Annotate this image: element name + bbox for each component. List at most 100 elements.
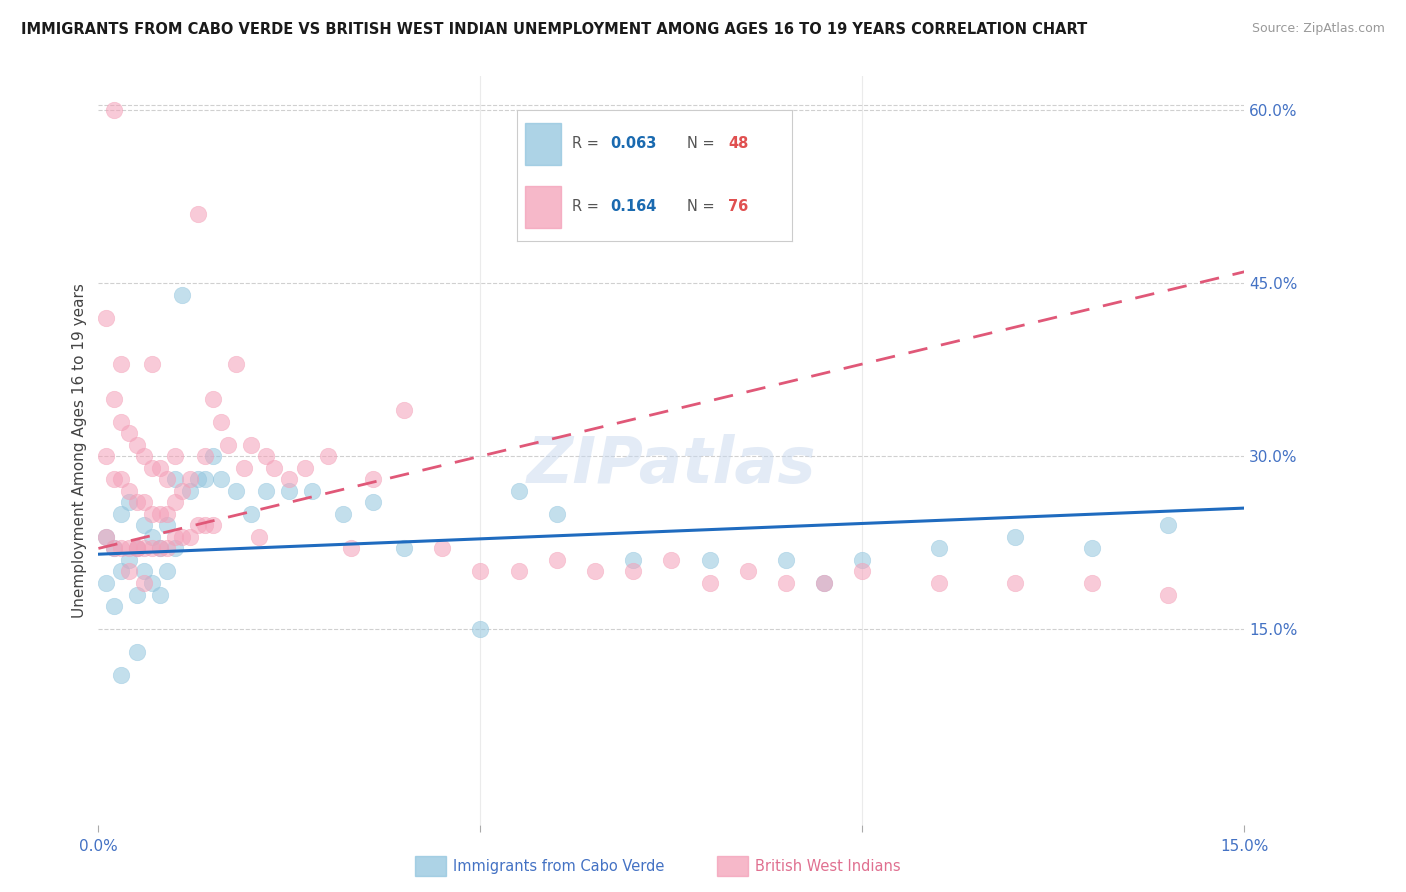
Point (172, 530, 194, 544)
Text: Immigrants from Cabo Verde: Immigrants from Cabo Verde (453, 859, 664, 873)
Point (118, 426, 141, 441)
Point (209, 415, 232, 429)
Point (103, 541, 125, 556)
Point (240, 438, 263, 452)
Point (118, 553, 141, 567)
Point (546, 507, 568, 521)
Point (430, 541, 453, 556)
Point (103, 541, 125, 556)
Point (156, 507, 179, 521)
Point (194, 449, 217, 463)
Point (134, 518, 156, 533)
Point (179, 472, 201, 486)
Point (621, 553, 644, 567)
Point (134, 495, 156, 509)
Point (232, 460, 254, 475)
Point (316, 449, 339, 463)
Point (103, 472, 125, 486)
Point (163, 530, 186, 544)
Point (851, 553, 873, 567)
Point (103, 599, 125, 613)
Point (202, 449, 225, 463)
Point (775, 576, 797, 591)
Point (141, 576, 163, 591)
Point (301, 483, 323, 498)
Point (94, 530, 117, 544)
Point (125, 495, 148, 509)
Point (187, 472, 209, 486)
Point (339, 541, 361, 556)
Point (775, 553, 797, 567)
Point (278, 483, 301, 498)
Point (141, 530, 163, 544)
Point (1004, 576, 1026, 591)
Point (813, 576, 835, 591)
Point (737, 565, 759, 579)
Point (125, 645, 148, 659)
Text: IMMIGRANTS FROM CABO VERDE VS BRITISH WEST INDIAN UNEMPLOYMENT AMONG AGES 16 TO : IMMIGRANTS FROM CABO VERDE VS BRITISH WE… (21, 22, 1087, 37)
Point (125, 438, 148, 452)
Point (546, 553, 568, 567)
Point (1157, 588, 1180, 602)
Point (103, 392, 125, 406)
Point (148, 541, 170, 556)
Point (141, 460, 163, 475)
Point (851, 565, 873, 579)
Point (94, 530, 117, 544)
Point (134, 541, 156, 556)
Point (202, 392, 225, 406)
Point (148, 588, 170, 602)
Point (470, 565, 492, 579)
Point (179, 483, 201, 498)
Point (134, 449, 156, 463)
Point (156, 565, 179, 579)
Point (163, 495, 186, 509)
Point (699, 553, 721, 567)
Point (163, 472, 186, 486)
Point (148, 507, 170, 521)
Point (148, 541, 170, 556)
Point (94, 576, 117, 591)
Point (134, 565, 156, 579)
Point (118, 483, 141, 498)
Point (141, 541, 163, 556)
Point (118, 541, 141, 556)
Point (141, 507, 163, 521)
Point (583, 565, 606, 579)
Point (179, 530, 201, 544)
Point (110, 668, 132, 682)
Point (125, 541, 148, 556)
Point (699, 576, 721, 591)
Point (240, 507, 263, 521)
Text: Source: ZipAtlas.com: Source: ZipAtlas.com (1251, 22, 1385, 36)
Point (278, 472, 301, 486)
Point (247, 530, 270, 544)
Point (103, 103, 125, 118)
Text: ZIPatlas: ZIPatlas (527, 434, 815, 497)
Point (134, 576, 156, 591)
Point (470, 622, 492, 636)
Point (1004, 530, 1026, 544)
Point (94, 449, 117, 463)
Point (118, 495, 141, 509)
Point (928, 541, 950, 556)
Point (332, 507, 354, 521)
Point (110, 415, 132, 429)
Point (225, 483, 247, 498)
Point (263, 460, 285, 475)
Point (392, 541, 415, 556)
Point (661, 553, 683, 567)
Point (94, 310, 117, 325)
Point (187, 207, 209, 221)
Point (1080, 541, 1102, 556)
Point (125, 588, 148, 602)
Point (110, 472, 132, 486)
Point (194, 472, 217, 486)
Point (508, 565, 530, 579)
Y-axis label: Unemployment Among Ages 16 to 19 years: Unemployment Among Ages 16 to 19 years (72, 283, 87, 618)
Point (118, 565, 141, 579)
Text: British West Indians: British West Indians (755, 859, 901, 873)
Point (110, 357, 132, 371)
Point (363, 495, 385, 509)
Point (172, 288, 194, 302)
